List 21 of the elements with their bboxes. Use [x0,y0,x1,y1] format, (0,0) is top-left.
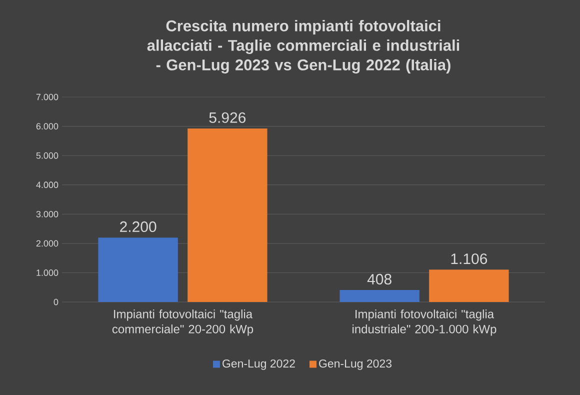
y-tick-label: 3.000 [36,210,58,218]
y-tick-label: 7.000 [36,94,58,100]
y-tick-label: 0 [54,298,58,306]
x-tick-label: Impianti fotovoltaici "taglia industriale" 200-1.000 kWp [352,310,496,336]
bar [429,270,509,302]
bar [340,290,420,302]
chart-title: Crescita numero impianti fotovoltaici allacciati - Taglie commerciali e industriali - Gen-Lug 2023 vs Gen-Lug 2022 (Italia) [147,20,460,74]
data-label: 1.106 [451,253,488,264]
y-tick-label: 5.000 [36,152,58,159]
data-label: 2.200 [120,221,156,232]
bar [188,128,268,302]
x-tick-label: Impianti fotovoltaici "taglia commerciale" 20-200 kWp [112,310,254,336]
data-label: 408 [367,274,392,285]
y-tick-label: 4.000 [36,182,58,188]
bar [98,238,178,302]
y-tick-label: 6.000 [36,123,58,130]
y-tick-label: 1.000 [36,270,58,276]
legend-label: Gen-Lug 2023 [319,359,392,370]
legend-label: Gen-Lug 2022 [222,359,295,370]
data-label: 5.926 [209,112,246,123]
y-tick-label: 2.000 [36,240,58,247]
